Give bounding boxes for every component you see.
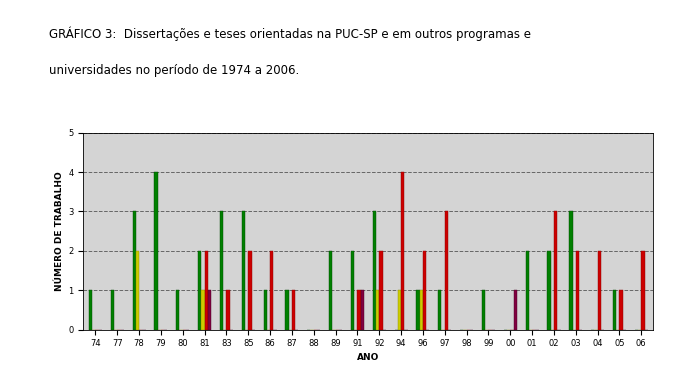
Bar: [373, 211, 376, 330]
Bar: [154, 172, 158, 330]
Bar: [286, 290, 288, 330]
Bar: [361, 290, 364, 330]
Bar: [613, 290, 616, 330]
Bar: [416, 290, 420, 330]
Bar: [133, 211, 136, 330]
Bar: [439, 290, 441, 330]
Bar: [445, 211, 448, 330]
Bar: [525, 251, 529, 330]
Bar: [177, 290, 179, 330]
Bar: [198, 251, 202, 330]
Bar: [401, 172, 404, 330]
Bar: [554, 211, 557, 330]
Bar: [292, 290, 295, 330]
Text: universidades no período de 1974 a 2006.: universidades no período de 1974 a 2006.: [49, 64, 299, 77]
Bar: [420, 290, 423, 330]
Bar: [89, 290, 92, 330]
Bar: [357, 290, 361, 330]
Bar: [270, 251, 273, 330]
Bar: [548, 251, 550, 330]
Y-axis label: NÚMERO DE TRABALHO: NÚMERO DE TRABALHO: [55, 171, 64, 291]
Bar: [263, 290, 267, 330]
Bar: [202, 290, 204, 330]
Bar: [242, 211, 245, 330]
Bar: [248, 251, 252, 330]
Bar: [204, 251, 208, 330]
Bar: [619, 290, 623, 330]
Bar: [208, 290, 211, 330]
Bar: [376, 290, 379, 330]
Text: GRÁFICO 3:  Dissertações e teses orientadas na PUC-SP e em outros programas e: GRÁFICO 3: Dissertações e teses orientad…: [49, 27, 531, 41]
Bar: [379, 251, 382, 330]
Bar: [136, 251, 139, 330]
Bar: [227, 290, 229, 330]
Bar: [423, 251, 426, 330]
X-axis label: ANO: ANO: [357, 352, 379, 362]
Bar: [575, 251, 579, 330]
Bar: [111, 290, 114, 330]
Bar: [482, 290, 485, 330]
Bar: [398, 290, 401, 330]
Bar: [514, 290, 517, 330]
Bar: [569, 211, 573, 330]
Bar: [641, 251, 644, 330]
Bar: [351, 251, 354, 330]
Bar: [329, 251, 332, 330]
Bar: [598, 251, 601, 330]
Bar: [220, 211, 223, 330]
